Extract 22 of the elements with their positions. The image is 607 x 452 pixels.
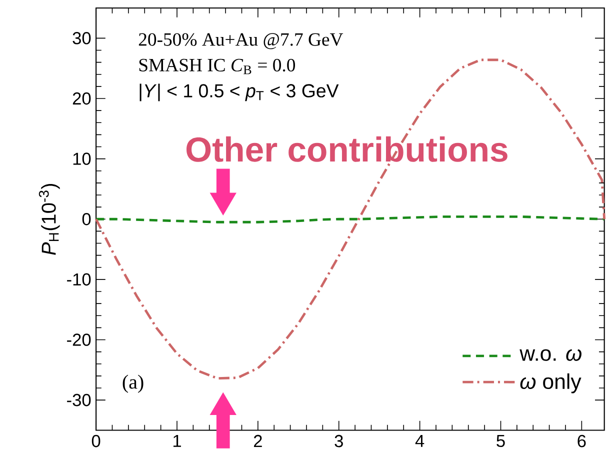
y-axis-title: P$_{H}$(10$^{-3}$) — [38, 184, 60, 255]
annotation: Other contributions — [186, 136, 508, 162]
x-tick-label: 4 — [415, 434, 424, 447]
y-tick-label: 30 — [72, 32, 91, 44]
annotation: 20-50% Au+Au @7.7 GeV — [138, 33, 344, 50]
y-tick-label: -20 — [67, 333, 91, 346]
x-tick-label: 0 — [92, 434, 100, 448]
x-tick-label: 2 — [254, 434, 262, 447]
x-tick-label: 3 — [334, 434, 343, 448]
y-tick-label: 0 — [82, 212, 91, 226]
y-tick-label: -30 — [67, 394, 91, 406]
annotation: (a) — [122, 374, 144, 393]
x-tick-label: 5 — [496, 434, 505, 447]
legend-label: ω only — [520, 373, 582, 394]
x-tick-label: 1 — [173, 434, 181, 447]
annotation: |Y| < 1 0.5 < p$_{T}$ < 3 GeV — [140, 84, 339, 102]
annotation: SMASH IC C$_{B}$ = 0.0 — [139, 58, 296, 74]
legend-label: w.o. ω — [520, 349, 582, 361]
y-tick-label: 20 — [72, 92, 91, 105]
x-tick-label: 6 — [578, 434, 586, 448]
y-tick-label: 10 — [73, 152, 91, 165]
y-tick-label: -10 — [67, 273, 91, 286]
